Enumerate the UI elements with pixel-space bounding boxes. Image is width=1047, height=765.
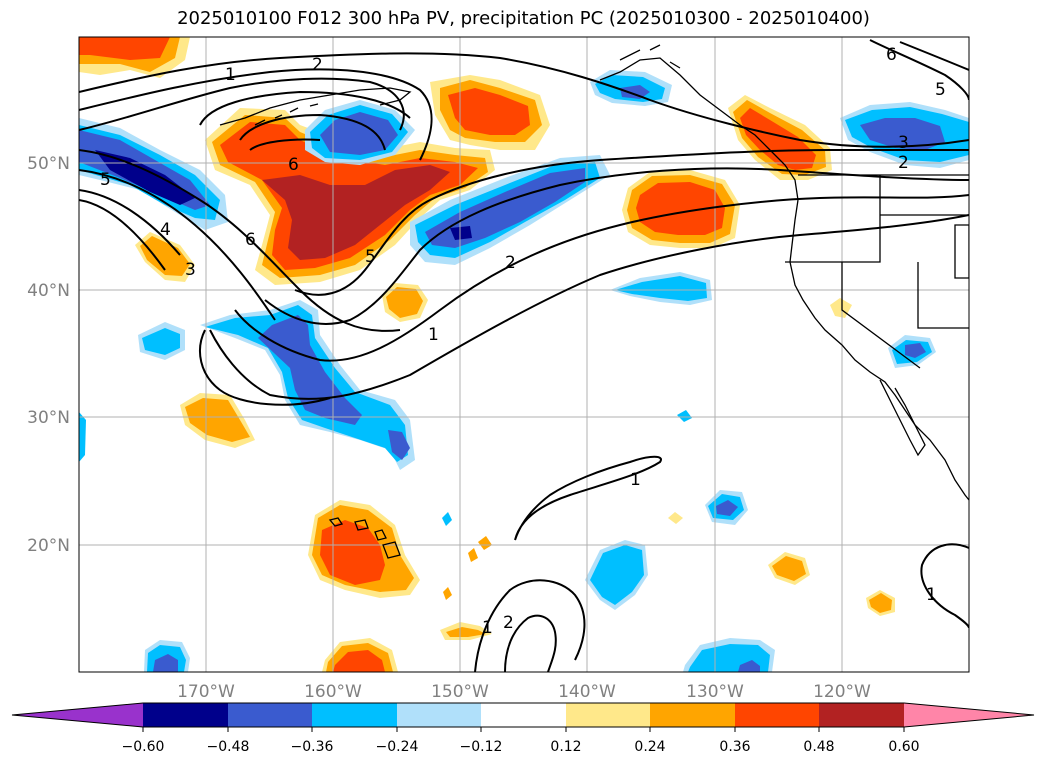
contour-label: 5 (935, 80, 946, 100)
colorbar-swatch (397, 703, 481, 727)
contour-label: 1 (428, 325, 439, 345)
lat-label: 40°N (27, 281, 70, 301)
lon-label: 140°W (558, 682, 616, 702)
contour-label: 2 (312, 55, 323, 75)
pv-contour-labels: 1 2 6 5 4 3 6 5 2 1 5 6 3 2 1 1 2 1 (100, 45, 946, 638)
contour-label: 2 (503, 613, 514, 633)
colorbar-swatch (819, 703, 904, 727)
map-gridlines (79, 37, 969, 672)
colorbar-tick-label: −0.36 (291, 739, 334, 755)
colorbar-tick-label: −0.24 (376, 739, 419, 755)
contour-label: 1 (926, 585, 937, 605)
colorbar-over-triangle (904, 703, 1034, 727)
contour-label: 1 (482, 618, 493, 638)
colorbar-swatch (566, 703, 650, 727)
colorbar: −0.60 −0.48 −0.36 −0.24 −0.12 0.12 0.24 … (11, 702, 1035, 755)
contour-label: 2 (898, 153, 909, 173)
map-title: 2025010100 F012 300 hPa PV, precipitatio… (177, 8, 870, 29)
lat-label: 50°N (27, 154, 70, 174)
contour-label: 5 (100, 170, 111, 190)
colorbar-tick-label: 0.36 (719, 739, 750, 755)
contour-label: 2 (505, 253, 516, 273)
map-content: 1 2 6 5 4 3 6 5 2 1 5 6 3 2 1 1 2 1 (79, 37, 969, 672)
contour-label: 3 (898, 133, 909, 153)
colorbar-swatch (228, 703, 312, 727)
colorbar-tick-label: 0.24 (634, 739, 665, 755)
contour-label: 6 (886, 45, 897, 65)
colorbar-swatch (481, 703, 566, 727)
colorbar-swatch (143, 703, 228, 727)
coastlines (219, 44, 969, 559)
colorbar-swatch (650, 703, 735, 727)
colorbar-tick-label: −0.12 (460, 739, 503, 755)
colorbar-tick-label: 0.12 (550, 739, 581, 755)
colorbar-tick-label: −0.60 (122, 739, 165, 755)
lon-label: 150°W (431, 682, 489, 702)
colorbar-tick-label: 0.48 (803, 739, 834, 755)
colorbar-swatch (735, 703, 819, 727)
contour-label: 1 (225, 65, 236, 85)
contour-label: 6 (245, 230, 256, 250)
colorbar-under-triangle (12, 703, 143, 727)
lon-label: 160°W (304, 682, 362, 702)
longitude-labels: 170°W 160°W 150°W 140°W 130°W 120°W (177, 682, 871, 702)
precip-anomaly-fill (79, 37, 969, 672)
contour-label: 4 (160, 220, 171, 240)
latitude-labels: 50°N 40°N 30°N 20°N (27, 154, 70, 556)
map-frame (78, 36, 970, 673)
colorbar-tick-label: −0.48 (207, 739, 250, 755)
lon-label: 170°W (177, 682, 235, 702)
contour-label: 5 (365, 247, 376, 267)
contour-label: 1 (630, 470, 641, 490)
lon-label: 120°W (813, 682, 871, 702)
lat-label: 30°N (27, 408, 70, 428)
pv-contours (79, 39, 969, 672)
contour-label: 3 (185, 260, 196, 280)
contour-label: 6 (288, 155, 299, 175)
lon-label: 130°W (686, 682, 744, 702)
colorbar-tick-label: 0.60 (888, 739, 919, 755)
lat-label: 20°N (27, 536, 70, 556)
colorbar-swatch (312, 703, 397, 727)
